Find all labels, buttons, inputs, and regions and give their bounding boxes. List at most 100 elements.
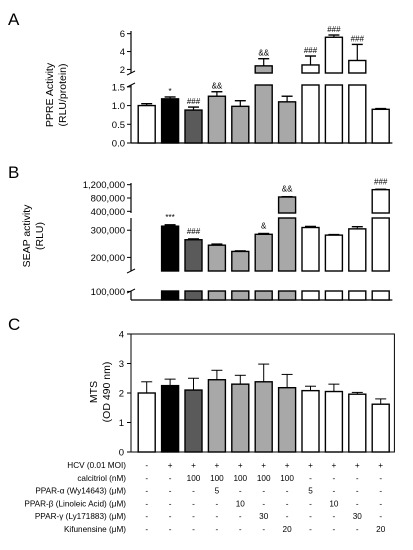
panel-b-bar (277, 290, 297, 301)
condition-cell: + (332, 461, 337, 470)
condition-cell: - (286, 487, 289, 496)
condition-cell: - (309, 512, 312, 521)
panel-b-y-tick-label: 1,200,000 (83, 180, 125, 191)
panel-a-ylabel-unit: (RLU/protein) (57, 63, 69, 126)
panel-a-bar-lower (301, 84, 320, 144)
panel-c-bar (324, 390, 344, 453)
panel-b-bar (184, 290, 203, 301)
condition-cell: - (262, 525, 265, 534)
condition-cell: - (333, 512, 336, 521)
panel-a-axis-break-mark (126, 82, 136, 88)
condition-cell: 5 (215, 487, 220, 496)
panel-a-bar (254, 65, 273, 74)
condition-cell: - (239, 512, 242, 521)
condition-cell: - (216, 525, 219, 534)
condition-cell: - (309, 499, 312, 508)
condition-row-label: HCV (0.01 MOI) (67, 461, 126, 470)
panel-b-bar (301, 226, 320, 272)
panel-a-significance-label: ### (327, 25, 341, 34)
condition-table: HCV (0.01 MOI) - + + + + + + + + + + calcitriol (nM)… (24, 461, 385, 534)
panel-b-bar (254, 233, 273, 272)
panel-a-bar (184, 109, 203, 144)
condition-cell: 30 (259, 512, 269, 521)
condition-cell: 100 (233, 474, 247, 483)
panel-a-bar (324, 36, 344, 74)
panel-b-bar (348, 228, 367, 272)
panel-a-axis-break-mark (126, 70, 136, 76)
panel-a-bar-lower (254, 84, 273, 144)
panel-c-bar (231, 383, 250, 453)
panel-b-significance-label: && (282, 185, 293, 194)
panel-b-bar (277, 196, 297, 214)
condition-cell: - (145, 512, 148, 521)
panel-a-y-tick-label: 1.0 (112, 101, 125, 112)
condition-cell: - (145, 487, 148, 496)
panel-c-bar (184, 389, 203, 453)
condition-cell: - (216, 499, 219, 508)
condition-cell: - (169, 512, 172, 521)
panel-c-bar (207, 379, 227, 453)
condition-cell: - (145, 525, 148, 534)
panel-a-significance-label: ### (304, 46, 318, 55)
panel-b-y-tick-label: 300,000 (91, 226, 125, 237)
panel-b-y-tick-label: 400,000 (91, 207, 125, 218)
condition-cell: - (333, 487, 336, 496)
panel-c-y-tick-label: 2 (119, 389, 124, 400)
condition-cell: - (145, 461, 148, 470)
panel-b-bar (371, 217, 390, 272)
condition-cell: - (192, 487, 195, 496)
condition-row-label: calcitriol (nM) (77, 474, 126, 483)
panel-b-significance-label: ### (374, 177, 388, 186)
condition-row-label: PPAR-γ (Ly171883) (μM) (35, 512, 126, 521)
condition-cell: - (379, 487, 382, 496)
panel-a-y-tick-label: 0.0 (112, 139, 125, 150)
condition-cell: 100 (257, 474, 271, 483)
panel-label-b: B (8, 163, 19, 182)
condition-cell: 100 (280, 474, 294, 483)
panel-a-y-tick-label: 4 (120, 47, 125, 58)
condition-cell: 5 (308, 487, 313, 496)
panel-a-significance-label: && (212, 82, 223, 91)
panel-c-bar (348, 393, 367, 453)
condition-cell: - (333, 474, 336, 483)
panel-c-bar (277, 386, 297, 453)
panel-c-chart: 0 1 2 3 4 (119, 330, 395, 459)
condition-row-label: Kifunensine (μM) (64, 525, 126, 534)
panel-b-significance-label: & (261, 221, 267, 230)
condition-cell: 100 (210, 474, 224, 483)
panel-c-bar (371, 403, 390, 453)
panel-b-bar (231, 250, 250, 272)
condition-cell: - (356, 525, 359, 534)
panel-a-y-tick-label: 6 (120, 29, 125, 40)
panel-c-bar (137, 392, 156, 453)
panel-a-bar (348, 59, 367, 74)
panel-b-ylabel-unit: (RLU) (34, 222, 46, 250)
condition-cell: - (286, 512, 289, 521)
panel-b-ylabel: SEAP activity (21, 204, 33, 268)
panel-b-y-tick-label: 100,000 (91, 287, 125, 298)
condition-cell: + (191, 461, 196, 470)
condition-cell: - (379, 512, 382, 521)
panel-c-y-tick-label: 3 (119, 359, 124, 370)
panel-a-significance-label: * (169, 87, 172, 96)
condition-cell: - (145, 499, 148, 508)
condition-cell: - (169, 487, 172, 496)
panel-b-significance-label: *** (165, 213, 174, 222)
panel-b-bar (184, 239, 203, 272)
panel-b-axis-break-mark (126, 268, 136, 274)
condition-cell: - (145, 474, 148, 483)
panel-a-bar-lower (324, 84, 344, 144)
panel-a-bar (371, 108, 390, 144)
panel-b-y-tick-label: 200,000 (91, 253, 125, 264)
condition-cell: - (239, 487, 242, 496)
panel-b-significance-label: ### (187, 227, 201, 236)
panel-b-y-tick-label: 800,000 (91, 194, 125, 205)
panel-a-bar (277, 101, 297, 144)
panel-a-significance-label: ### (187, 97, 201, 106)
condition-cell: 20 (283, 525, 293, 534)
condition-cell: - (192, 499, 195, 508)
condition-cell: - (262, 487, 265, 496)
condition-cell: - (379, 499, 382, 508)
condition-cell: 30 (353, 512, 363, 521)
panel-b-bar (348, 290, 367, 301)
